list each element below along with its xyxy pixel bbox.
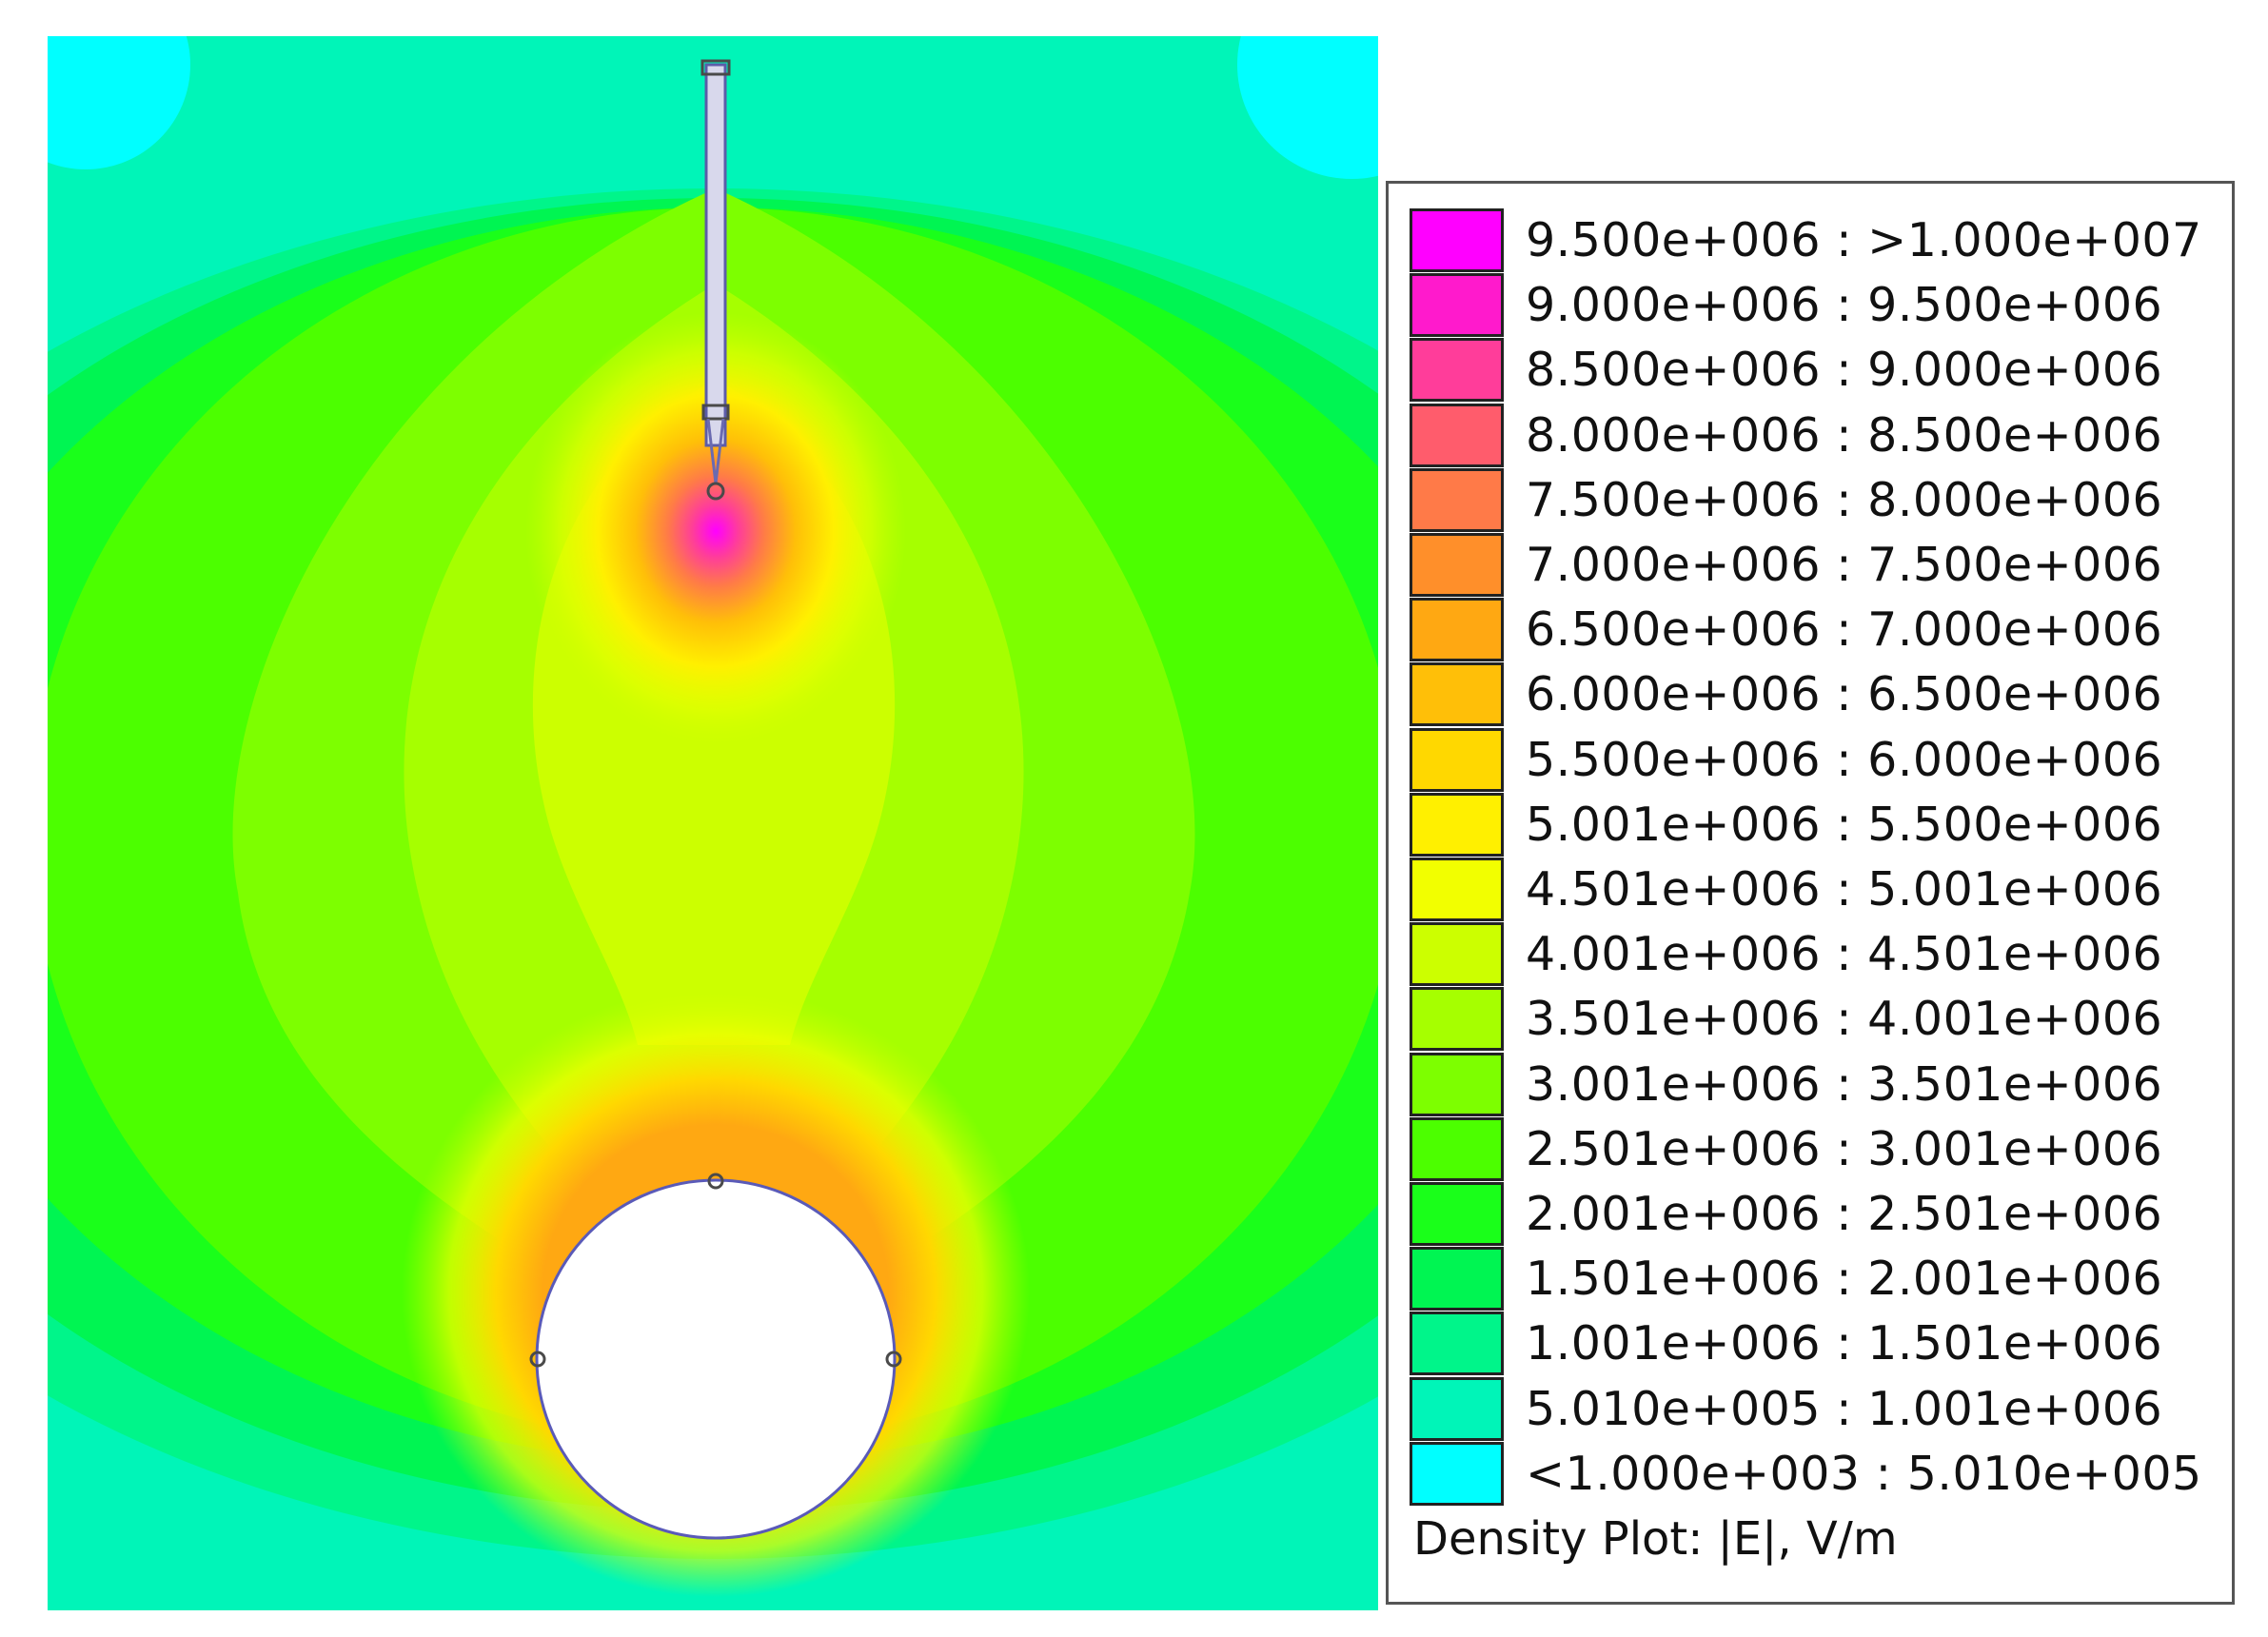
sphere-top-node [707,1173,724,1190]
tip-field-region [525,312,906,750]
legend-label: 5.001e+006 : 5.500e+006 [1526,797,2163,852]
legend-swatch [1410,533,1504,597]
corner-band-top-right [1237,36,1378,179]
legend-row: 4.501e+006 : 5.001e+006 [1410,858,2228,922]
legend-swatch [1410,1247,1504,1312]
legend-swatch [1410,987,1504,1052]
legend-row: 8.500e+006 : 9.000e+006 [1410,338,2228,403]
legend-swatch [1410,598,1504,662]
sphere-electrode [535,1178,897,1540]
color-legend: 9.500e+006 : >1.000e+007 9.000e+006 : 9.5… [1386,181,2235,1605]
legend-label: 5.010e+005 : 1.001e+006 [1526,1381,2163,1436]
field-density-plot [48,36,1378,1610]
legend-row: 6.500e+006 : 7.000e+006 [1410,598,2228,662]
electrode-rod [704,63,727,447]
legend-swatch [1410,1376,1504,1441]
electrode-mid-node [701,404,730,421]
legend-row: 1.001e+006 : 1.501e+006 [1410,1312,2228,1376]
legend-swatch [1410,1441,1504,1506]
legend-swatch [1410,1182,1504,1246]
legend-row: 5.500e+006 : 6.000e+006 [1410,727,2228,793]
legend-row: 6.000e+006 : 6.500e+006 [1410,662,2228,727]
sphere-right-node [885,1351,902,1368]
sphere-left-node [529,1351,546,1368]
legend-row: 1.501e+006 : 2.001e+006 [1410,1247,2228,1312]
legend-row: 9.000e+006 : 9.500e+006 [1410,273,2228,338]
legend-swatch [1410,858,1504,921]
legend-label: 7.500e+006 : 8.000e+006 [1526,472,2163,527]
field-density-svg [48,36,1378,1610]
legend-swatch [1410,727,1504,792]
legend-label: 9.500e+006 : >1.000e+007 [1526,213,2202,267]
legend-label: 3.501e+006 : 4.001e+006 [1526,992,2163,1047]
legend-row: 5.010e+005 : 1.001e+006 [1410,1376,2228,1442]
legend-title: Density Plot: |E|, V/m [1413,1512,1898,1566]
legend-label: 1.001e+006 : 1.501e+006 [1526,1316,2163,1371]
legend-label: 1.501e+006 : 2.001e+006 [1526,1252,2163,1307]
legend-swatch [1410,467,1504,532]
legend-label: 8.500e+006 : 9.000e+006 [1526,343,2163,398]
legend-label: 6.000e+006 : 6.500e+006 [1526,667,2163,722]
legend-label: 7.000e+006 : 7.500e+006 [1526,538,2163,592]
legend-swatch [1410,208,1504,272]
legend-label: 8.000e+006 : 8.500e+006 [1526,407,2163,463]
legend-row: 9.500e+006 : >1.000e+007 [1410,208,2228,273]
legend-row: 2.001e+006 : 2.501e+006 [1410,1182,2228,1247]
legend-swatch [1410,922,1504,987]
legend-label: 5.500e+006 : 6.000e+006 [1526,732,2163,787]
legend-swatch [1410,403,1504,467]
legend-label: 4.001e+006 : 4.501e+006 [1526,927,2163,982]
legend-swatch [1410,1116,1504,1181]
legend-row: 4.001e+006 : 4.501e+006 [1410,922,2228,987]
legend-swatch [1410,1052,1504,1116]
legend-label: 2.501e+006 : 3.001e+006 [1526,1121,2163,1176]
legend-swatch [1410,792,1504,857]
legend-label: 2.001e+006 : 2.501e+006 [1526,1187,2163,1241]
legend-swatch [1410,662,1504,727]
legend-label: 9.000e+006 : 9.500e+006 [1526,278,2163,333]
corner-band-top-left [48,36,190,169]
legend-swatch [1410,273,1504,338]
legend-row: 7.500e+006 : 8.000e+006 [1410,467,2228,533]
legend-label: 3.001e+006 : 3.501e+006 [1526,1056,2163,1112]
legend-row: 8.000e+006 : 8.500e+006 [1410,403,2228,468]
electrode-top-node [700,59,731,76]
legend-swatch [1410,338,1504,403]
legend-label: <1.000e+003 : 5.010e+005 [1526,1446,2202,1501]
legend-row: 3.001e+006 : 3.501e+006 [1410,1052,2228,1117]
legend-row: 3.501e+006 : 4.001e+006 [1410,987,2228,1052]
legend-swatch [1410,1312,1504,1376]
legend-row: 5.001e+006 : 5.500e+006 [1410,792,2228,858]
legend-row: 2.501e+006 : 3.001e+006 [1410,1116,2228,1182]
legend-row: 7.000e+006 : 7.500e+006 [1410,533,2228,598]
electrode-tip-node [706,482,725,501]
legend-label: 6.500e+006 : 7.000e+006 [1526,602,2163,658]
legend-label: 4.501e+006 : 5.001e+006 [1526,862,2163,917]
legend-row: <1.000e+003 : 5.010e+005 [1410,1441,2228,1507]
